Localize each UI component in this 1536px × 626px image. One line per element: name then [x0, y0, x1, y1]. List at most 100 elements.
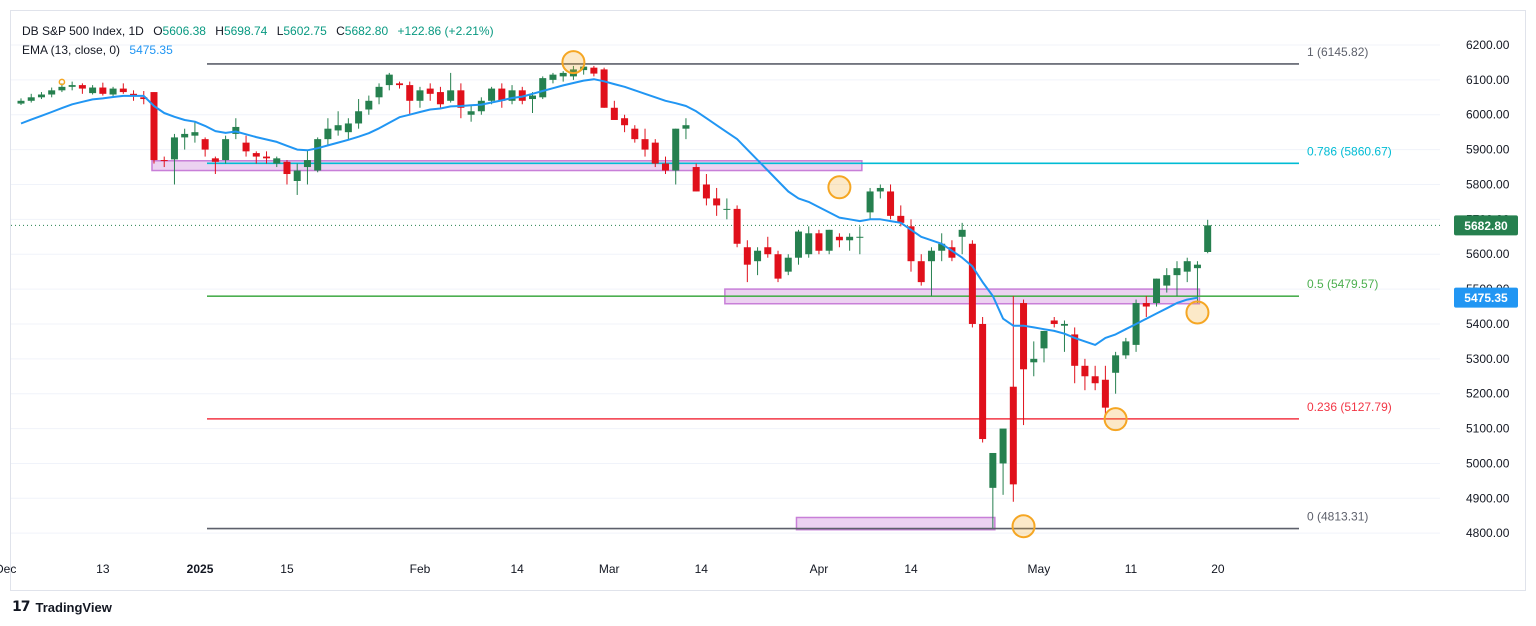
candle-body — [498, 88, 506, 101]
ema-line — [20, 78, 1198, 346]
candle-body — [385, 74, 393, 86]
highlight-circles — [561, 50, 1210, 539]
fib-label: 0.5 (5479.57) — [1307, 277, 1378, 291]
price-axis[interactable]: 6200.006100.006000.005900.005800.005700.… — [1454, 38, 1518, 540]
highlight-circle — [1011, 514, 1036, 539]
candle-body — [222, 139, 230, 161]
ohlc-change: +122.86 (+2.21%) — [397, 24, 494, 38]
price-tick-label: 6200.00 — [1466, 38, 1510, 52]
time-tick-label: 14 — [904, 562, 918, 576]
candle-body — [590, 67, 598, 74]
price-tick-label: 4900.00 — [1466, 491, 1510, 505]
price-tick-label: 6100.00 — [1466, 73, 1510, 87]
candle-body — [1153, 278, 1161, 304]
candle-body — [314, 139, 322, 171]
candle-body — [549, 74, 557, 80]
time-tick-label: Apr — [810, 562, 829, 576]
price-tag — [1454, 215, 1518, 236]
candle-body — [774, 254, 782, 279]
candle-body — [447, 90, 455, 101]
time-tick-label: Dec — [0, 562, 16, 576]
ema-layer — [20, 78, 1198, 346]
candle-body — [610, 107, 618, 120]
tradingview-brand[interactable]: 17 TradingView — [12, 599, 112, 615]
time-axis[interactable]: Dec 13 2025 15 Feb 14 Mar 14 Apr 14 May 11 20 — [0, 562, 1225, 576]
candle-body — [835, 236, 843, 241]
candle-body — [948, 247, 956, 258]
candle-body — [989, 452, 997, 488]
candle-body — [68, 85, 76, 87]
candle-body — [1112, 355, 1120, 373]
candle-body — [1009, 386, 1017, 485]
symbol-title: DB S&P 500 Index, 1D — [22, 24, 144, 38]
candle-body — [702, 184, 710, 199]
candle-body — [631, 128, 639, 140]
ema-legend[interactable]: EMA (13, close, 0) 5475.35 — [22, 43, 179, 57]
time-tick-label: 14 — [510, 562, 524, 576]
price-tick-label: 5300.00 — [1466, 352, 1510, 366]
candle-body — [621, 118, 629, 126]
candle-body — [805, 233, 813, 255]
candle-body — [406, 85, 414, 101]
candle-body — [927, 250, 935, 262]
candle-body — [396, 83, 404, 86]
candle-body — [651, 142, 659, 164]
candle-body — [692, 167, 700, 192]
candle-body — [1142, 303, 1150, 307]
price-tag-label: 5682.80 — [1464, 219, 1508, 233]
candle-body — [273, 158, 281, 164]
candle-body — [846, 236, 854, 241]
candle-body — [539, 78, 547, 98]
candle-body — [1091, 376, 1099, 384]
tradingview-logo-icon: 17 — [12, 599, 31, 615]
ohlc-open: O5606.38 — [153, 24, 206, 38]
candle-body — [365, 100, 373, 110]
ema-value: 5475.35 — [129, 43, 173, 57]
candle-body — [733, 208, 741, 244]
candle-body — [508, 90, 516, 101]
candle-body — [794, 231, 802, 258]
time-tick-label: Feb — [410, 562, 431, 576]
price-tick-label: 5600.00 — [1466, 247, 1510, 261]
price-tick-label: 5200.00 — [1466, 387, 1510, 401]
price-tick-label: 5100.00 — [1466, 422, 1510, 436]
price-tick-label: 4800.00 — [1466, 526, 1510, 540]
candle-body — [518, 90, 526, 101]
time-tick-label: 2025 — [187, 562, 214, 576]
candle-body — [1071, 334, 1079, 366]
candle-body — [457, 90, 465, 108]
candle-body — [252, 153, 260, 157]
time-tick-label: 20 — [1211, 562, 1225, 576]
candle-body — [27, 97, 35, 101]
candle-body — [130, 93, 138, 96]
candle-body — [150, 92, 158, 161]
candle-body — [324, 128, 332, 140]
candle-body — [1122, 341, 1130, 356]
candle-body — [1060, 323, 1068, 326]
candle-body — [37, 94, 45, 98]
price-tick-label: 6000.00 — [1466, 108, 1510, 122]
candle-body — [713, 198, 721, 206]
highlight-circle — [1185, 300, 1210, 325]
time-tick-label: 11 — [1125, 562, 1138, 576]
price-tag — [1454, 287, 1518, 308]
fib-levels: 1 (6145.82) 0.786 (5860.67) 0.5 (5479.57) 0… — [207, 45, 1392, 530]
ohlc-high: H5698.74 — [215, 24, 268, 38]
candle-body — [160, 160, 168, 162]
candle-body — [48, 90, 56, 95]
candle-body — [600, 69, 608, 108]
candle-body — [477, 100, 485, 112]
candle-body — [355, 111, 363, 124]
candle-body — [170, 137, 178, 160]
candle-body — [723, 208, 731, 210]
fib-label: 0.236 (5127.79) — [1307, 400, 1392, 414]
candle-body — [1183, 261, 1191, 272]
candle-body — [764, 247, 772, 255]
time-tick-label: Mar — [599, 562, 620, 576]
price-tick-label: 5900.00 — [1466, 143, 1510, 157]
candle-body — [641, 139, 649, 150]
time-tick-label: 13 — [96, 562, 110, 576]
candle-body — [467, 111, 475, 115]
candle-body — [917, 261, 925, 283]
